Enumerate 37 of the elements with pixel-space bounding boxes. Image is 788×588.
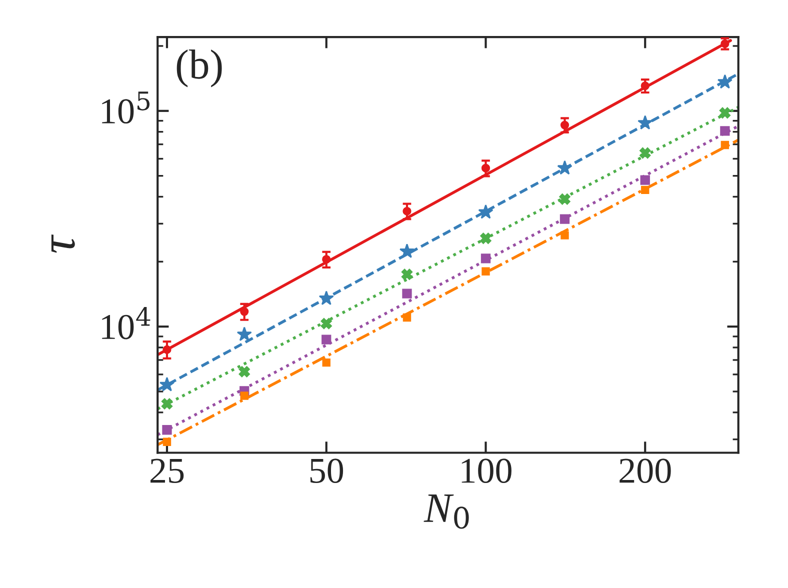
- point: [318, 290, 334, 305]
- point: [560, 214, 570, 224]
- point: [557, 160, 572, 175]
- point: [322, 334, 332, 344]
- point: [320, 318, 332, 330]
- point: [478, 204, 494, 219]
- point: [640, 175, 650, 185]
- point: [401, 268, 413, 280]
- point: [399, 244, 415, 258]
- point: [482, 267, 490, 276]
- point: [322, 358, 330, 367]
- point: [161, 398, 173, 410]
- point: [641, 186, 650, 194]
- x-tick-label: 25: [150, 458, 184, 484]
- point: [720, 126, 730, 136]
- point: [640, 147, 651, 159]
- point: [162, 438, 172, 446]
- point: [480, 232, 492, 244]
- x-tick-label: 200: [620, 458, 671, 484]
- point: [717, 74, 732, 89]
- point: [560, 231, 569, 240]
- x-tick-label: 100: [462, 458, 512, 484]
- point: [559, 194, 570, 205]
- y-tick-label: 10$^{5}$: [102, 92, 150, 124]
- point: [162, 425, 172, 435]
- point: [402, 313, 412, 322]
- annotation: (b): [176, 50, 222, 88]
- point: [719, 107, 730, 118]
- point: [402, 288, 412, 298]
- point: [159, 376, 175, 392]
- x-axis-title: N$_{0}$: [424, 494, 469, 529]
- y-tick-label: 10$^{4}$: [102, 306, 150, 340]
- x-tick-label: 50: [310, 458, 344, 484]
- point: [480, 254, 491, 264]
- point: [720, 140, 730, 150]
- y-axis-title: τ: [51, 234, 75, 253]
- point: [638, 115, 653, 130]
